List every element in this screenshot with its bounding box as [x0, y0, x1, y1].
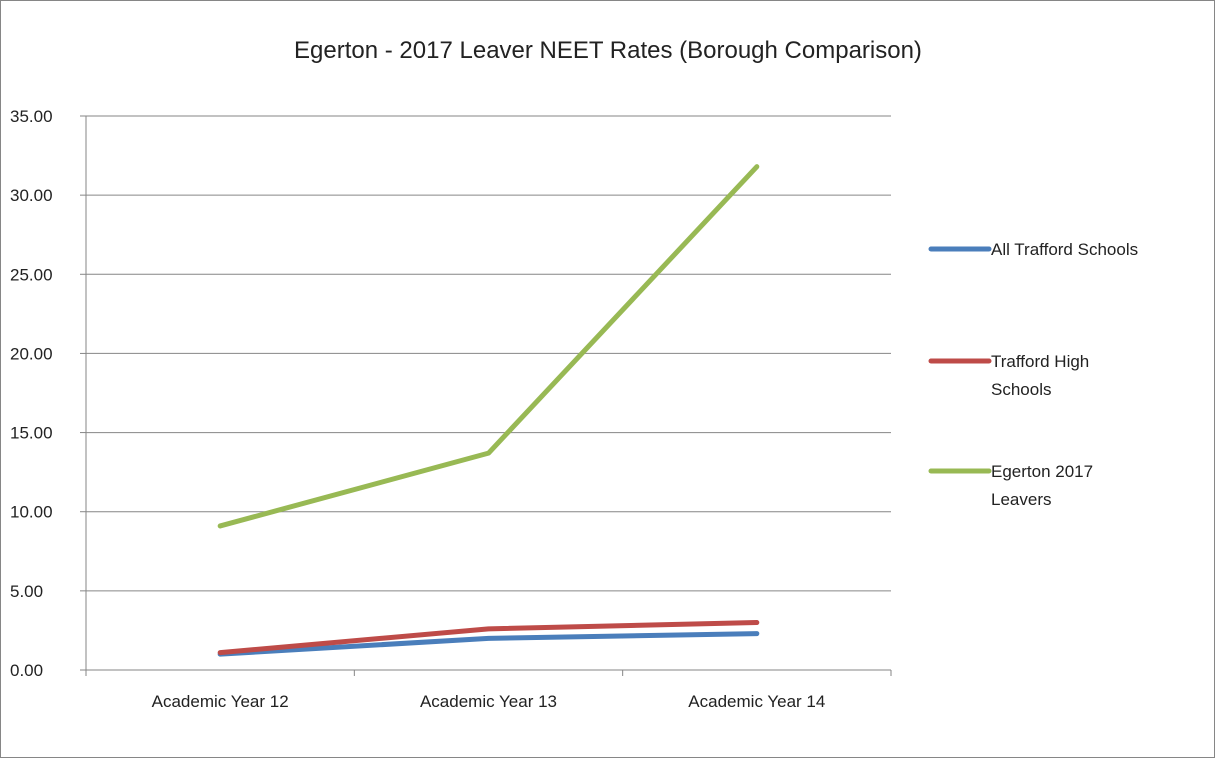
series-line-2 — [217, 620, 760, 656]
series-line-1 — [217, 631, 760, 657]
y-tick-label: 10.00 — [10, 503, 53, 522]
axes: 0.00 5.00 10.00 15.00 20.00 25.00 30.00 35.00 Ac… — [10, 107, 892, 711]
y-tick-label: 25.00 — [10, 265, 53, 284]
legend-label-2: Trafford High Schools — [991, 352, 1089, 399]
gridlines — [86, 115, 891, 592]
legend-label-1: All Trafford Schools — [991, 240, 1138, 259]
y-tick-label: 5.00 — [10, 582, 43, 601]
y-tick-label: 20.00 — [10, 344, 53, 363]
y-tick-label: 15.00 — [10, 424, 53, 443]
legend-label-3: Egerton 2017 Leavers — [991, 462, 1093, 509]
x-tick-label: Academic Year 14 — [688, 692, 825, 711]
series-line-3 — [217, 164, 760, 529]
y-tick-label: 35.00 — [10, 107, 53, 126]
legend: All Trafford Schools Trafford High Schools… — [928, 240, 1138, 509]
x-tick-label: Academic Year 12 — [152, 692, 289, 711]
x-tick-label: Academic Year 13 — [420, 692, 557, 711]
series-lines — [217, 164, 760, 657]
y-tick-label: 0.00 — [10, 661, 43, 680]
y-tick-label: 30.00 — [10, 186, 53, 205]
chart-title: Egerton - 2017 Leaver NEET Rates (Boroug… — [294, 37, 922, 64]
